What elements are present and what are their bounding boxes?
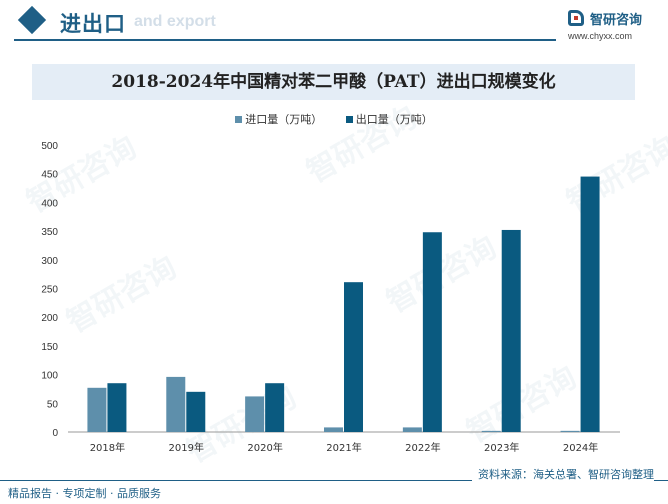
brand-logo: 智研咨询 www.chyxx.com [568,9,668,45]
x-tick-label: 2021年 [326,441,361,454]
brand-url: www.chyxx.com [568,31,633,41]
x-tick-label: 2019年 [169,441,204,454]
section-subtitle: and export [134,13,216,30]
legend-swatch-import [235,115,243,123]
footer-divider [0,480,668,481]
y-tick-label: 0 [52,428,58,439]
bar-chart: 0 50 100 150 200 250 300 350 400 450 500 2018年 2019年… [41,141,620,454]
bar-export [265,383,285,432]
y-tick-label: 50 [47,399,59,410]
section-title: 进出口 [60,12,126,36]
footer: 资料来源：海关总署、智研咨询整理 精品报告 · 专项定制 · 品质服务 [0,466,668,504]
y-tick-label: 150 [41,342,58,353]
bar-export [107,383,127,432]
y-tick-label: 400 [41,198,58,209]
y-tick-label: 350 [41,227,58,238]
bar-import [560,430,580,432]
x-tick-label: 2018年 [90,441,125,454]
diamond-icon [17,5,47,35]
legend-item-import: 进口量（万吨） [235,111,322,127]
bar-import [481,430,501,432]
bar-export [186,391,206,432]
legend-label-export: 出口量（万吨） [355,113,433,126]
bar-export [580,176,600,432]
y-tick-label: 250 [41,285,58,296]
bar-export [422,232,442,432]
bar-import [402,427,422,432]
bar-export [344,282,363,432]
x-tick-label: 2020年 [247,441,282,454]
legend-label-import: 进口量（万吨） [245,113,323,126]
bar-export [501,229,521,432]
y-tick-label: 100 [41,371,58,382]
brand-name: 智研咨询 [590,13,643,28]
data-source: 资料来源：海关总署、智研咨询整理 [472,466,654,481]
legend-item-export: 出口量（万吨） [345,111,433,127]
bar-import [245,396,265,432]
footer-slogan: 精品报告 · 专项定制 · 品质服务 [8,487,161,500]
y-tick-label: 450 [41,170,58,181]
x-tick-label: 2024年 [563,441,598,454]
bar-import [87,387,107,432]
y-tick-label: 200 [41,313,58,324]
brand-logo-icon [568,10,584,26]
chart-title-band: 2018-2024年中国精对苯二甲酸（PAT）进出口规模变化 [32,64,635,100]
x-tick-label: 2023年 [484,441,519,454]
y-tick-label: 300 [41,256,58,267]
legend-swatch-export [345,115,353,123]
bar-import [324,427,343,432]
header: 进出口 and export 智研咨询 www.chyxx.com [0,0,668,46]
chart-title: 2018-2024年中国精对苯二甲酸（PAT）进出口规模变化 [111,72,556,92]
x-tick-label: 2022年 [405,441,440,454]
chart-legend: 进口量（万吨） 出口量（万吨） [0,111,668,129]
header-divider [14,39,556,41]
y-tick-label: 500 [41,141,58,152]
bar-import [166,376,186,432]
